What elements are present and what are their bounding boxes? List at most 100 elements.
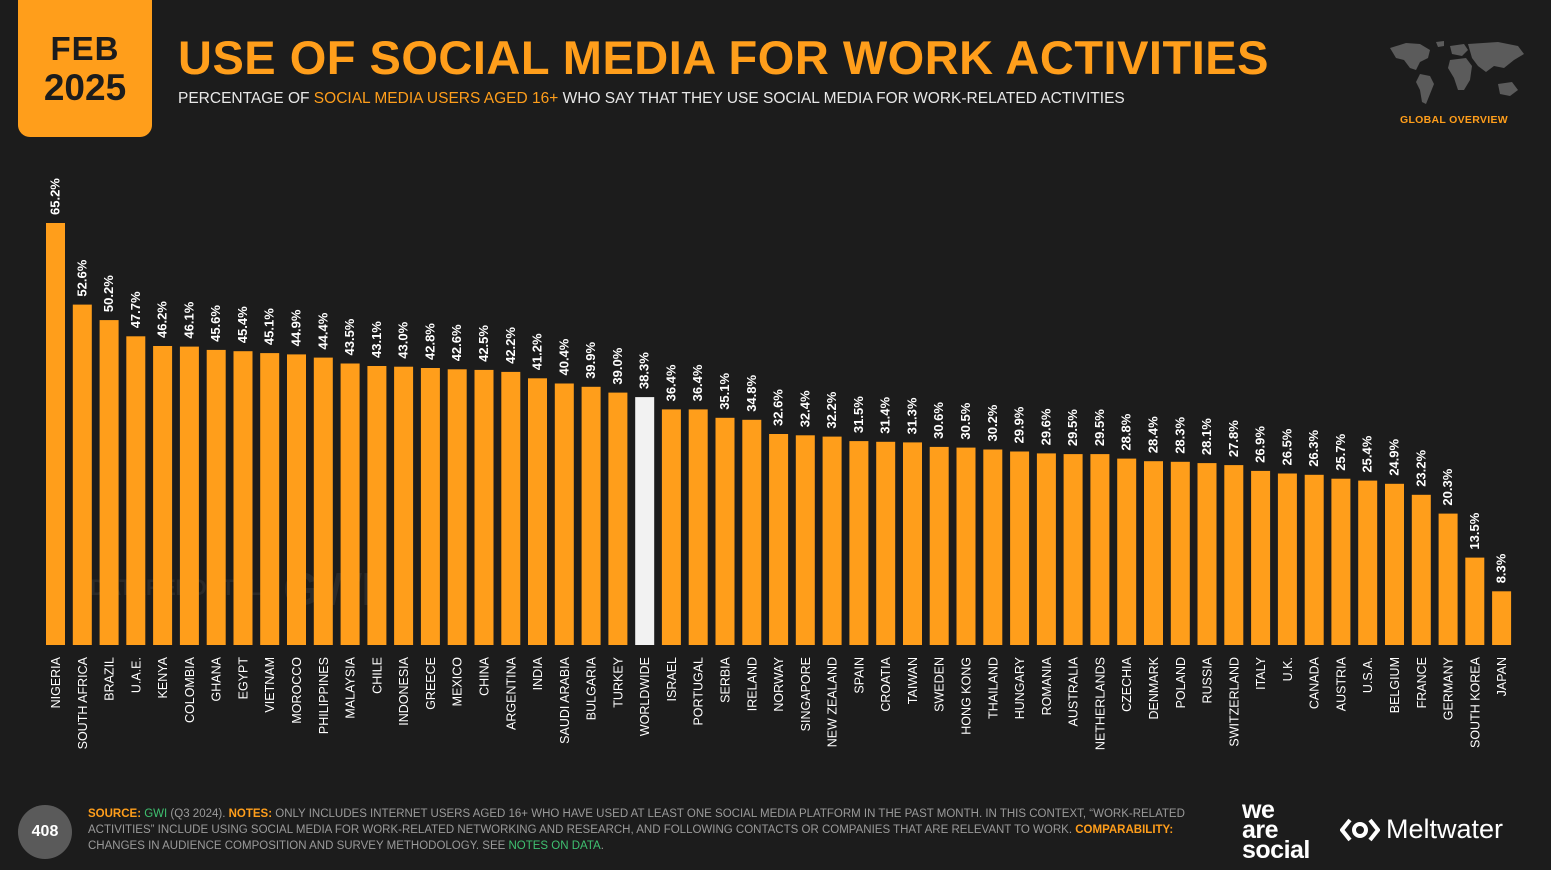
category-label: GHANA (210, 656, 224, 701)
value-label: 32.4% (797, 390, 812, 427)
value-label: 31.4% (878, 396, 893, 433)
bar-denmark (1144, 461, 1163, 645)
meltwater-logo: Meltwater (1340, 814, 1503, 845)
bar-mexico (447, 369, 467, 645)
bar-australia (1063, 454, 1083, 645)
bar-u-a-e- (126, 336, 146, 645)
value-label: 46.2% (155, 301, 170, 338)
category-label: SWITZERLAND (1227, 657, 1241, 747)
value-label: 25.7% (1333, 433, 1348, 470)
value-label: 46.1% (181, 301, 196, 338)
bar-turkey (608, 392, 628, 645)
category-label: ROMANIA (1040, 656, 1054, 715)
value-label: 43.5% (342, 318, 357, 355)
bar-greece (420, 368, 440, 645)
bar-ghana (206, 349, 226, 645)
value-label: 38.3% (637, 352, 652, 389)
category-label: FRANCE (1415, 657, 1429, 708)
datareportal-watermark: DATAREPORTAL (90, 574, 262, 600)
category-label: WORLDWIDE (638, 657, 652, 736)
category-label: MOROCCO (290, 657, 304, 724)
bar-italy (1251, 470, 1271, 645)
value-label: 29.9% (1012, 406, 1027, 443)
value-label: 43.1% (369, 321, 384, 358)
category-label: HUNGARY (1013, 656, 1027, 719)
value-label: 44.4% (315, 312, 330, 349)
bar-vietnam (260, 353, 280, 645)
meltwater-name: Meltwater (1386, 814, 1504, 844)
logo-word-we: we (1242, 796, 1275, 824)
section-label: GLOBAL OVERVIEW (1400, 114, 1508, 126)
bar-poland (1170, 461, 1190, 645)
bar-saudi-arabia (554, 383, 574, 645)
bar-romania (1036, 453, 1056, 645)
bar-argentina (501, 371, 521, 645)
bar-germany (1438, 513, 1458, 645)
value-label: 34.8% (744, 374, 759, 411)
bar-indonesia (394, 366, 414, 645)
comparability-text: CHANGES IN AUDIENCE COMPOSITION AND SURV… (88, 840, 509, 852)
bar-sweden (929, 446, 949, 645)
category-label: SERBIA (719, 656, 733, 703)
subtitle-suffix: WHO SAY THAT THEY USE SOCIAL MEDIA FOR W… (558, 90, 1125, 107)
category-label: HONG KONG (960, 657, 974, 735)
category-label: GREECE (424, 657, 438, 710)
value-label: 28.3% (1172, 416, 1187, 453)
value-label: 26.3% (1306, 429, 1321, 466)
value-label: 13.5% (1467, 512, 1482, 549)
bar-japan (1492, 591, 1512, 645)
bar-austria (1331, 478, 1351, 645)
bar-croatia (876, 441, 896, 645)
category-label: INDONESIA (397, 656, 411, 725)
bar-brazil (99, 320, 119, 645)
value-label: 47.7% (128, 291, 143, 328)
bar-nigeria (46, 223, 65, 645)
bar-canada (1304, 474, 1324, 645)
comparability-label: COMPARABILITY: (1075, 824, 1174, 836)
value-label: 31.5% (851, 396, 866, 433)
source-link[interactable]: GWI (144, 808, 168, 820)
value-label: 42.8% (422, 323, 437, 360)
bar-south-africa (72, 304, 92, 645)
category-label: U.S.A. (1361, 657, 1375, 693)
value-label: 36.4% (663, 364, 678, 401)
bar-china (474, 369, 494, 645)
value-label: 42.5% (476, 325, 491, 362)
value-label: 50.2% (101, 275, 116, 312)
bar-ireland (742, 419, 762, 645)
bar-norway (769, 434, 789, 645)
we-are-social-logo: we are social (1242, 796, 1310, 863)
category-label: CANADA (1308, 656, 1322, 709)
notes-on-data-link[interactable]: NOTES ON DATA (508, 840, 601, 852)
bar-worldwide (635, 397, 655, 645)
category-label: MEXICO (451, 657, 465, 707)
value-label: 30.6% (931, 402, 946, 439)
footer-end: . (600, 840, 604, 852)
value-label: 23.2% (1413, 449, 1428, 486)
page-subtitle: PERCENTAGE OF SOCIAL MEDIA USERS AGED 16… (178, 90, 1125, 108)
value-label: 39.9% (583, 341, 598, 378)
bar-serbia (715, 417, 735, 645)
category-label: SOUTH KOREA (1468, 656, 1482, 748)
source-detail: (Q3 2024). (167, 808, 229, 820)
value-label: 39.0% (610, 347, 625, 384)
bar-kenya (153, 346, 173, 645)
category-label: KENYA (156, 656, 170, 698)
category-label: DENMARK (1147, 656, 1161, 719)
bar-hungary (1010, 451, 1030, 645)
value-label: 36.4% (690, 364, 705, 401)
bar-u-k- (1277, 473, 1297, 645)
value-label: 41.2% (530, 333, 545, 370)
value-label: 8.3% (1494, 553, 1509, 583)
category-label: IRELAND (745, 657, 759, 711)
bar-hong-kong (956, 447, 976, 645)
category-label: PHILIPPINES (317, 657, 331, 734)
notes-label: NOTES: (228, 808, 273, 820)
badge-year: 2025 (43, 66, 127, 108)
category-label: CZECHIA (1120, 656, 1134, 712)
category-label: TAIWAN (906, 657, 920, 704)
category-label: ARGENTINA (504, 656, 518, 730)
category-label: ISRAEL (665, 657, 679, 702)
value-label: 26.5% (1279, 428, 1294, 465)
category-label: SAUDI ARABIA (558, 656, 572, 743)
